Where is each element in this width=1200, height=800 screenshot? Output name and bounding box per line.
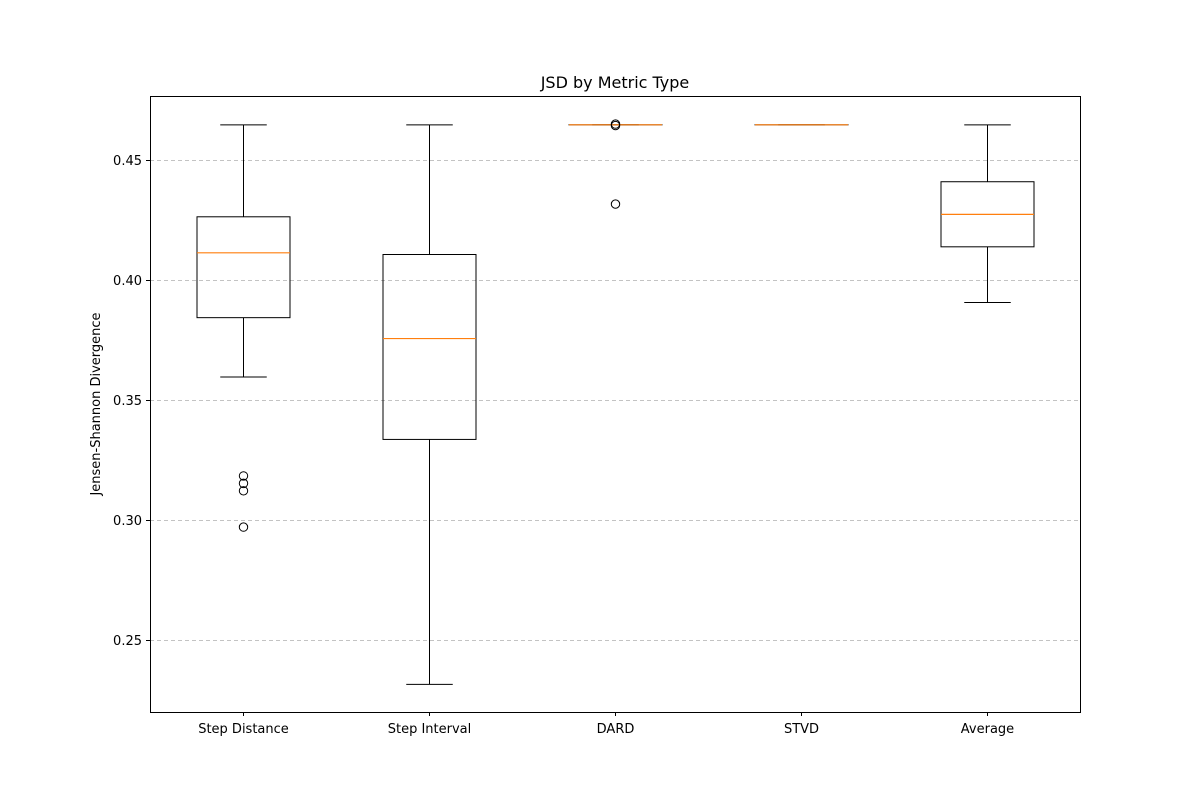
box-group [196,124,291,532]
x-tick-label: DARD [597,722,635,737]
y-tick-label: 0.25 [113,634,142,649]
y-tick-label: 0.35 [113,394,142,409]
iqr-box [382,254,477,440]
y-tick-label: 0.30 [113,514,142,529]
y-tick-label: 0.45 [113,154,142,169]
chart-title: JSD by Metric Type [540,73,690,92]
box-layer [196,119,1035,685]
box-group [382,124,477,685]
outlier-point [610,199,621,209]
y-axis-label: Jensen-Shannon Divergence [89,312,104,496]
x-tick-label: STVD [784,722,819,737]
box-group [940,124,1035,304]
x-tick-label: Step Interval [388,722,472,737]
outlier-point [238,522,249,532]
axis-layer: 0.25 0.30 0.35 0.40 0.45 Step Distance Step In… [113,154,1014,737]
outlier-point [238,471,249,481]
grid-layer [150,160,1080,641]
x-tick-label: Average [961,722,1014,737]
outlier-point [238,486,249,496]
box-group [568,119,663,209]
x-tick-label: Step Distance [198,722,289,737]
y-tick-label: 0.40 [113,274,142,289]
outlier-point [238,478,249,489]
iqr-box [196,216,291,319]
outlier-point [610,120,621,131]
